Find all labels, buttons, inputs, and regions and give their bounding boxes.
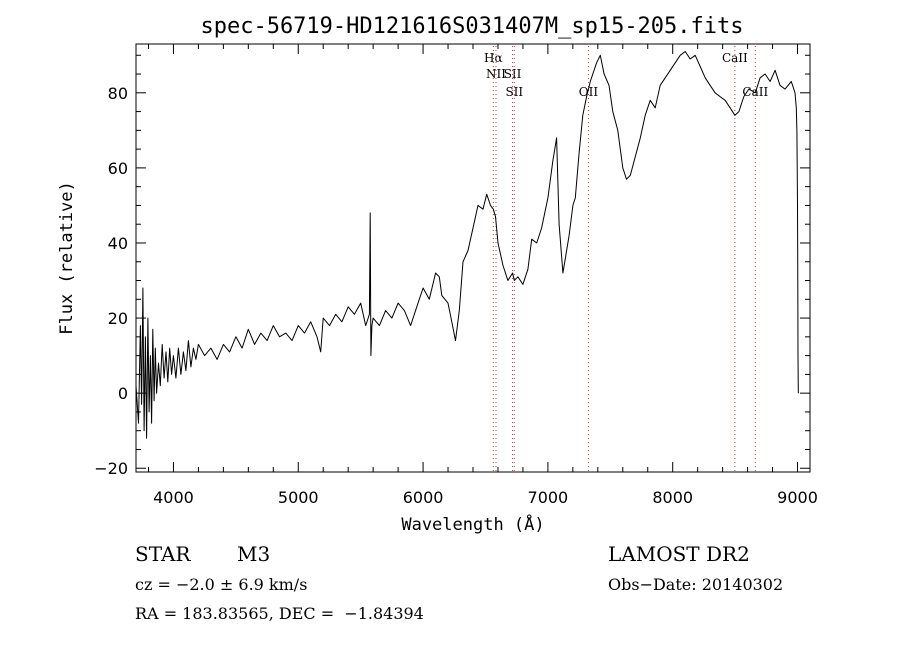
chart-title: spec-56719-HD121616S031407M_sp15-205.fit… <box>200 14 743 39</box>
line-label-1: NII <box>486 67 506 81</box>
x-tick-label-6000: 6000 <box>403 488 444 507</box>
x-tick-label-4000: 4000 <box>153 488 194 507</box>
x-axis-label: Wavelength (Å) <box>401 513 544 535</box>
y-tick-label-0: 0 <box>118 384 128 403</box>
object-subclass: M3 <box>237 542 271 566</box>
plot-frame <box>135 43 811 473</box>
line-label-5: CaII <box>722 51 748 65</box>
line-label-3: SII <box>505 85 523 99</box>
coordinates: RA = 183.83565, DEC = −1.84394 <box>135 604 424 623</box>
x-tick-label-9000: 9000 <box>777 488 818 507</box>
y-tick-label-40: 40 <box>108 234 128 253</box>
y-tick-label-80: 80 <box>108 84 128 103</box>
y-tick-label--20: −20 <box>94 459 128 478</box>
x-tick-label-8000: 8000 <box>652 488 693 507</box>
line-label-2: SII <box>504 67 522 81</box>
object-class: STAR <box>135 542 191 566</box>
line-label-0: Hα <box>484 51 503 65</box>
redshift-velocity: cz = −2.0 ± 6.9 km/s <box>135 575 308 594</box>
y-tick-label-20: 20 <box>108 309 128 328</box>
x-tick-label-7000: 7000 <box>528 488 569 507</box>
y-tick-label-60: 60 <box>108 159 128 178</box>
spectrum-line <box>135 51 799 439</box>
line-label-4: OII <box>579 85 599 99</box>
observation-date: Obs−Date: 20140302 <box>608 575 784 594</box>
y-axis-label: Flux (relative) <box>57 181 77 335</box>
x-tick-label-5000: 5000 <box>278 488 319 507</box>
survey-name: LAMOST DR2 <box>608 542 750 566</box>
